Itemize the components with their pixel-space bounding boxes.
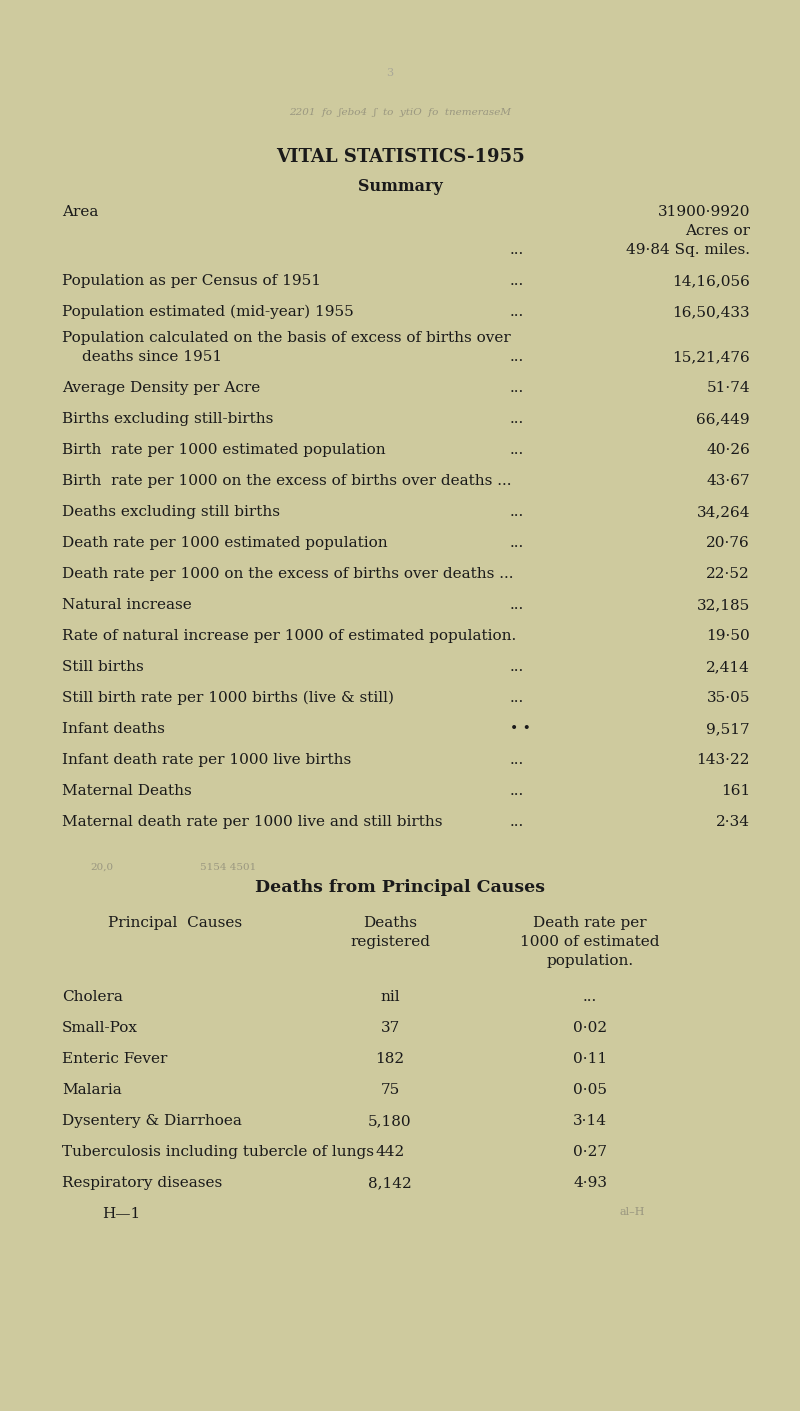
Text: Population as per Census of 1951: Population as per Census of 1951: [62, 274, 321, 288]
Text: 143·22: 143·22: [697, 753, 750, 768]
Text: Natural increase: Natural increase: [62, 598, 192, 612]
Text: 37: 37: [380, 1022, 400, 1036]
Text: Infant death rate per 1000 live births: Infant death rate per 1000 live births: [62, 753, 351, 768]
Text: 0·05: 0·05: [573, 1084, 607, 1096]
Text: nil: nil: [380, 991, 400, 1005]
Text: ...: ...: [510, 505, 524, 519]
Text: 40·26: 40·26: [706, 443, 750, 457]
Text: ...: ...: [510, 305, 524, 319]
Text: 15,21,476: 15,21,476: [672, 350, 750, 364]
Text: Deaths excluding still births: Deaths excluding still births: [62, 505, 280, 519]
Text: Principal  Causes: Principal Causes: [108, 916, 242, 930]
Text: 19·50: 19·50: [706, 629, 750, 643]
Text: ...: ...: [510, 381, 524, 395]
Text: 442: 442: [375, 1144, 405, 1158]
Text: ...: ...: [510, 816, 524, 830]
Text: ...: ...: [510, 412, 524, 426]
Text: Enteric Fever: Enteric Fever: [62, 1053, 167, 1065]
Text: Birth  rate per 1000 on the excess of births over deaths ...: Birth rate per 1000 on the excess of bir…: [62, 474, 511, 488]
Text: • •: • •: [510, 722, 531, 737]
Text: 49·84 Sq. miles.: 49·84 Sq. miles.: [626, 243, 750, 257]
Text: 43·67: 43·67: [706, 474, 750, 488]
Text: 182: 182: [375, 1053, 405, 1065]
Text: 22·52: 22·52: [706, 567, 750, 581]
Text: 14,16,056: 14,16,056: [672, 274, 750, 288]
Text: H—1: H—1: [102, 1206, 140, 1221]
Text: ...: ...: [510, 598, 524, 612]
Text: Population calculated on the basis of excess of births over: Population calculated on the basis of ex…: [62, 332, 510, 346]
Text: 20·76: 20·76: [706, 536, 750, 550]
Text: Summary: Summary: [358, 178, 442, 195]
Text: 34,264: 34,264: [697, 505, 750, 519]
Text: Average Density per Acre: Average Density per Acre: [62, 381, 260, 395]
Text: 5,180: 5,180: [368, 1115, 412, 1127]
Text: 1000 of estimated: 1000 of estimated: [520, 935, 660, 950]
Text: ...: ...: [510, 443, 524, 457]
Text: Birth  rate per 1000 estimated population: Birth rate per 1000 estimated population: [62, 443, 386, 457]
Text: Births excluding still-births: Births excluding still-births: [62, 412, 274, 426]
Text: 3: 3: [386, 68, 394, 78]
Text: ...: ...: [510, 660, 524, 674]
Text: ...: ...: [510, 785, 524, 799]
Text: Respiratory diseases: Respiratory diseases: [62, 1175, 222, 1189]
Text: population.: population.: [546, 954, 634, 968]
Text: 4·93: 4·93: [573, 1175, 607, 1189]
Text: 66,449: 66,449: [696, 412, 750, 426]
Text: 32,185: 32,185: [697, 598, 750, 612]
Text: ...: ...: [510, 350, 524, 364]
Text: 0·11: 0·11: [573, 1053, 607, 1065]
Text: 31900·9920: 31900·9920: [658, 205, 750, 219]
Text: Small-Pox: Small-Pox: [62, 1022, 138, 1036]
Text: registered: registered: [350, 935, 430, 950]
Text: 35·05: 35·05: [706, 691, 750, 706]
Text: ...: ...: [510, 753, 524, 768]
Text: 2201  fo  ʃebo4  ʃ  to  ytiO  fo  tnemeraseM: 2201 fo ʃebo4 ʃ to ytiO fo tnemeraseM: [289, 109, 511, 117]
Text: Dysentery & Diarrhoea: Dysentery & Diarrhoea: [62, 1115, 242, 1127]
Text: Deaths: Deaths: [363, 916, 417, 930]
Text: Still births: Still births: [62, 660, 144, 674]
Text: Rate of natural increase per 1000 of estimated population.: Rate of natural increase per 1000 of est…: [62, 629, 516, 643]
Text: 8,142: 8,142: [368, 1175, 412, 1189]
Text: Malaria: Malaria: [62, 1084, 122, 1096]
Text: Death rate per 1000 on the excess of births over deaths ...: Death rate per 1000 on the excess of bir…: [62, 567, 514, 581]
Text: 2·34: 2·34: [716, 816, 750, 830]
Text: 0·27: 0·27: [573, 1144, 607, 1158]
Text: Death rate per: Death rate per: [533, 916, 647, 930]
Text: Cholera: Cholera: [62, 991, 123, 1005]
Text: 51·74: 51·74: [706, 381, 750, 395]
Text: Deaths from Principal Causes: Deaths from Principal Causes: [255, 879, 545, 896]
Text: ...: ...: [510, 243, 524, 257]
Text: 5154 4501: 5154 4501: [200, 864, 256, 872]
Text: 3·14: 3·14: [573, 1115, 607, 1127]
Text: ...: ...: [510, 691, 524, 706]
Text: 9,517: 9,517: [706, 722, 750, 737]
Text: deaths since 1951: deaths since 1951: [82, 350, 222, 364]
Text: Population estimated (mid-year) 1955: Population estimated (mid-year) 1955: [62, 305, 354, 319]
Text: 20,0: 20,0: [90, 864, 113, 872]
Text: 0·02: 0·02: [573, 1022, 607, 1036]
Text: 2,414: 2,414: [706, 660, 750, 674]
Text: Maternal Deaths: Maternal Deaths: [62, 785, 192, 799]
Text: Death rate per 1000 estimated population: Death rate per 1000 estimated population: [62, 536, 388, 550]
Text: ...: ...: [510, 536, 524, 550]
Text: ...: ...: [510, 274, 524, 288]
Text: Tuberculosis including tubercle of lungs: Tuberculosis including tubercle of lungs: [62, 1144, 374, 1158]
Text: VITAL STATISTICS-1955: VITAL STATISTICS-1955: [276, 148, 524, 166]
Text: 16,50,433: 16,50,433: [672, 305, 750, 319]
Text: 75: 75: [380, 1084, 400, 1096]
Text: 161: 161: [721, 785, 750, 799]
Text: al–H: al–H: [620, 1206, 646, 1218]
Text: ...: ...: [583, 991, 597, 1005]
Text: Still birth rate per 1000 births (live & still): Still birth rate per 1000 births (live &…: [62, 691, 394, 706]
Text: Infant deaths: Infant deaths: [62, 722, 165, 737]
Text: Acres or: Acres or: [685, 224, 750, 238]
Text: Area: Area: [62, 205, 98, 219]
Text: Maternal death rate per 1000 live and still births: Maternal death rate per 1000 live and st…: [62, 816, 442, 830]
